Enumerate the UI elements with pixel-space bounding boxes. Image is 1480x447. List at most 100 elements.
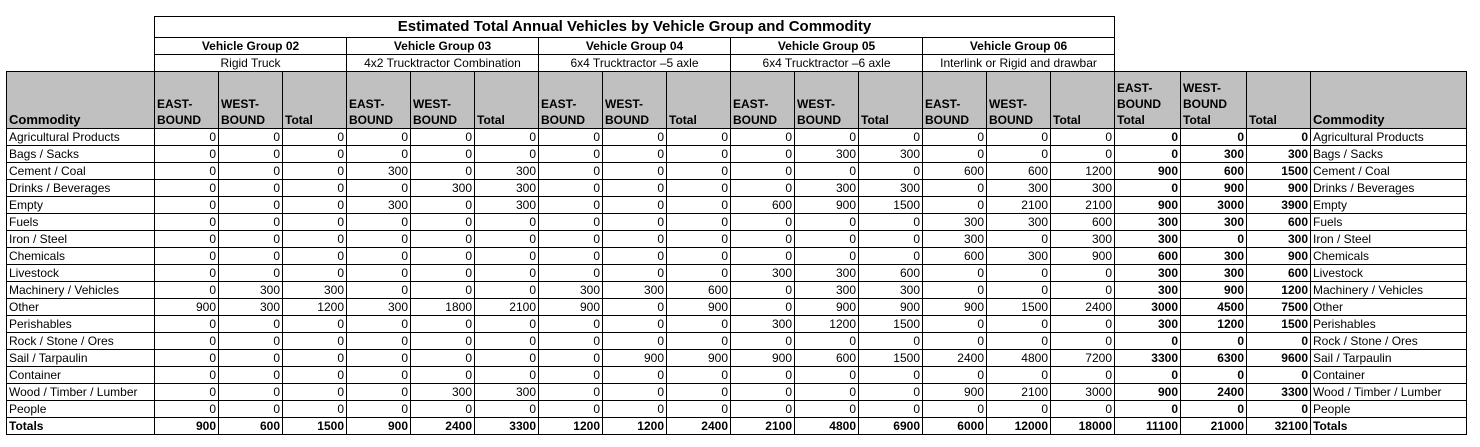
- g03-west-cell: 0: [410, 400, 475, 418]
- west-total-cell: 6300: [1180, 349, 1247, 367]
- g05-east-cell: 300: [730, 315, 795, 333]
- g06-west-cell: 300: [986, 247, 1051, 265]
- g05-total-cell: 0: [858, 213, 923, 231]
- g04-west-cell: 900: [602, 349, 667, 367]
- g06-total-header: Total: [1050, 71, 1115, 129]
- g05-west-total: 4800: [794, 417, 859, 435]
- west-total-cell: 0: [1180, 332, 1247, 350]
- g03-total-cell: 0: [474, 213, 539, 231]
- g02-east-cell: 0: [154, 247, 219, 265]
- g04-total-cell: 0: [666, 332, 731, 350]
- g03-west-cell: 0: [410, 315, 475, 333]
- g04-east-cell: 0: [538, 264, 603, 282]
- west-total-cell: 1200: [1180, 315, 1247, 333]
- g02-total-cell: 0: [282, 162, 347, 180]
- east-total-cell: 900: [1114, 196, 1181, 214]
- g04-east-cell: 0: [538, 230, 603, 248]
- g04-total-cell: 900: [666, 298, 731, 316]
- g04-east-total: 1200: [538, 417, 603, 435]
- grand-total-cell: 9600: [1246, 349, 1311, 367]
- g05-total-cell: 1500: [858, 349, 923, 367]
- g05-east-cell: 0: [730, 332, 795, 350]
- g03-total-cell: 0: [474, 366, 539, 384]
- g02-west-cell: 0: [218, 383, 283, 401]
- g05-total-cell: 0: [858, 400, 923, 418]
- g05-west-cell: 300: [794, 145, 859, 163]
- g03-west-header: WEST-BOUND: [410, 71, 475, 129]
- g06-east-cell: 600: [922, 162, 987, 180]
- g05-east-cell: 0: [730, 162, 795, 180]
- east-total-header: EAST-BOUND Total: [1114, 71, 1181, 129]
- g05-total-cell: 0: [858, 332, 923, 350]
- g04-east-cell: 0: [538, 315, 603, 333]
- group-06-name: Vehicle Group 06: [922, 37, 1115, 55]
- grand-total-cell: 1500: [1246, 162, 1311, 180]
- grand-total-cell: 0: [1246, 128, 1311, 146]
- g05-west-cell: 0: [794, 247, 859, 265]
- g06-east-total: 6000: [922, 417, 987, 435]
- east-total-cell: 300: [1114, 315, 1181, 333]
- g06-east-cell: 300: [922, 230, 987, 248]
- g02-west-cell: 0: [218, 162, 283, 180]
- g05-total-cell: 1500: [858, 196, 923, 214]
- g02-west-cell: 0: [218, 366, 283, 384]
- table-row: Fuels 0 0 0 0 0 0 0 0 0 0 0 0 300 300 600 300 300 600 Fuels: [6, 213, 1467, 231]
- g06-west-cell: 0: [986, 366, 1051, 384]
- west-total-cell: 600: [1180, 162, 1247, 180]
- g04-west-cell: 0: [602, 383, 667, 401]
- group-04-desc: 6x4 Trucktractor –5 axle: [538, 54, 731, 72]
- table-row: People 0 0 0 0 0 0 0 0 0 0 0 0 0 0 0 0 0 0 People: [6, 400, 1467, 418]
- g02-total-cell: 1200: [282, 298, 347, 316]
- g06-east-cell: 0: [922, 196, 987, 214]
- east-total-cell: 0: [1114, 145, 1181, 163]
- g03-east-cell: 0: [346, 128, 411, 146]
- g03-east-cell: 0: [346, 315, 411, 333]
- commodity-cell-right: Chemicals: [1310, 247, 1467, 265]
- west-total-cell: 300: [1180, 247, 1247, 265]
- g02-west-cell: 0: [218, 315, 283, 333]
- g02-east-cell: 0: [154, 196, 219, 214]
- g03-east-cell: 0: [346, 349, 411, 367]
- g04-west-cell: 300: [602, 281, 667, 299]
- g03-east-cell: 0: [346, 213, 411, 231]
- g05-east-total: 2100: [730, 417, 795, 435]
- g04-west-cell: 0: [602, 400, 667, 418]
- g06-west-cell: 600: [986, 162, 1051, 180]
- g04-total-total: 2400: [666, 417, 731, 435]
- g03-total-cell: 0: [474, 400, 539, 418]
- west-total-cell: 900: [1180, 179, 1247, 197]
- g03-east-cell: 0: [346, 366, 411, 384]
- g03-east-cell: 0: [346, 230, 411, 248]
- totals-label: Totals: [6, 417, 155, 435]
- table-row: Cement / Coal 0 0 0 300 0 300 0 0 0 0 0 0 600 600 1200 9…: [6, 162, 1467, 180]
- west-total-cell: 300: [1180, 213, 1247, 231]
- g05-west-cell: 900: [794, 298, 859, 316]
- g06-west-total: 12000: [986, 417, 1051, 435]
- commodity-cell-right: Iron / Steel: [1310, 230, 1467, 248]
- g06-total-cell: 0: [1050, 400, 1115, 418]
- g04-east-cell: 900: [538, 298, 603, 316]
- g06-total-cell: 7200: [1050, 349, 1115, 367]
- group-desc-row: Rigid Truck 4x2 Trucktractor Combination…: [7, 54, 1467, 72]
- commodity-cell-right: Container: [1310, 366, 1467, 384]
- g05-total-cell: 0: [858, 128, 923, 146]
- east-total-cell: 900: [1114, 162, 1181, 180]
- g02-east-cell: 0: [154, 230, 219, 248]
- g02-total-cell: 0: [282, 196, 347, 214]
- east-grand-total: 11100: [1114, 417, 1181, 435]
- g02-west-cell: 0: [218, 247, 283, 265]
- g05-west-cell: 0: [794, 213, 859, 231]
- g05-total-cell: 0: [858, 366, 923, 384]
- group-03-name: Vehicle Group 03: [346, 37, 539, 55]
- g06-east-cell: 0: [922, 145, 987, 163]
- g04-west-header: WEST-BOUND: [602, 71, 667, 129]
- g06-west-cell: 2100: [986, 196, 1051, 214]
- g06-east-cell: 900: [922, 383, 987, 401]
- g02-west-cell: 300: [218, 298, 283, 316]
- west-total-cell: 4500: [1180, 298, 1247, 316]
- commodity-cell: Empty: [6, 196, 155, 214]
- g05-east-cell: 0: [730, 145, 795, 163]
- g04-east-cell: 0: [538, 247, 603, 265]
- g04-east-cell: 0: [538, 400, 603, 418]
- grand-total-cell: 3900: [1246, 196, 1311, 214]
